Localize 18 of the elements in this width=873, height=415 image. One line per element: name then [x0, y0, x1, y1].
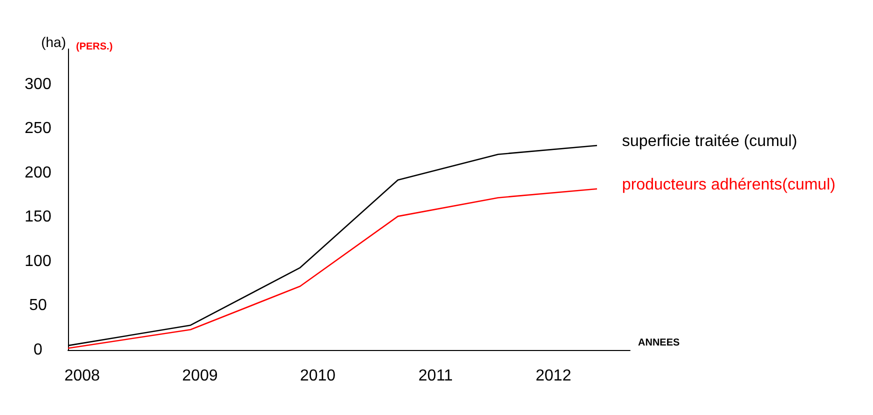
y-tick-label: 250 [24, 120, 52, 138]
y-tick-label: 300 [24, 76, 52, 93]
y-tick-label: 100 [24, 252, 52, 270]
line-series [67, 188, 598, 349]
x-tick-label: 2008 [64, 368, 100, 384]
x-tick-label: 2010 [300, 368, 336, 384]
y-tick-label: 200 [24, 164, 52, 182]
series-label: superficie traitée (cumul) [622, 132, 798, 150]
y-tick-label: 150 [24, 208, 52, 226]
x-axis-title: ANNEES [638, 338, 680, 348]
x-tick-label: 2012 [536, 368, 572, 384]
y-tick-label: 50 [29, 297, 47, 314]
y-axis-title: (ha) [41, 34, 66, 50]
annotation: (PERS.) [76, 42, 113, 52]
series-label: producteurs adhérents(cumul) [622, 176, 836, 194]
y-tick-label: 0 [34, 342, 43, 358]
x-tick-label: 2011 [418, 368, 453, 384]
x-tick-label: 2009 [182, 368, 218, 384]
